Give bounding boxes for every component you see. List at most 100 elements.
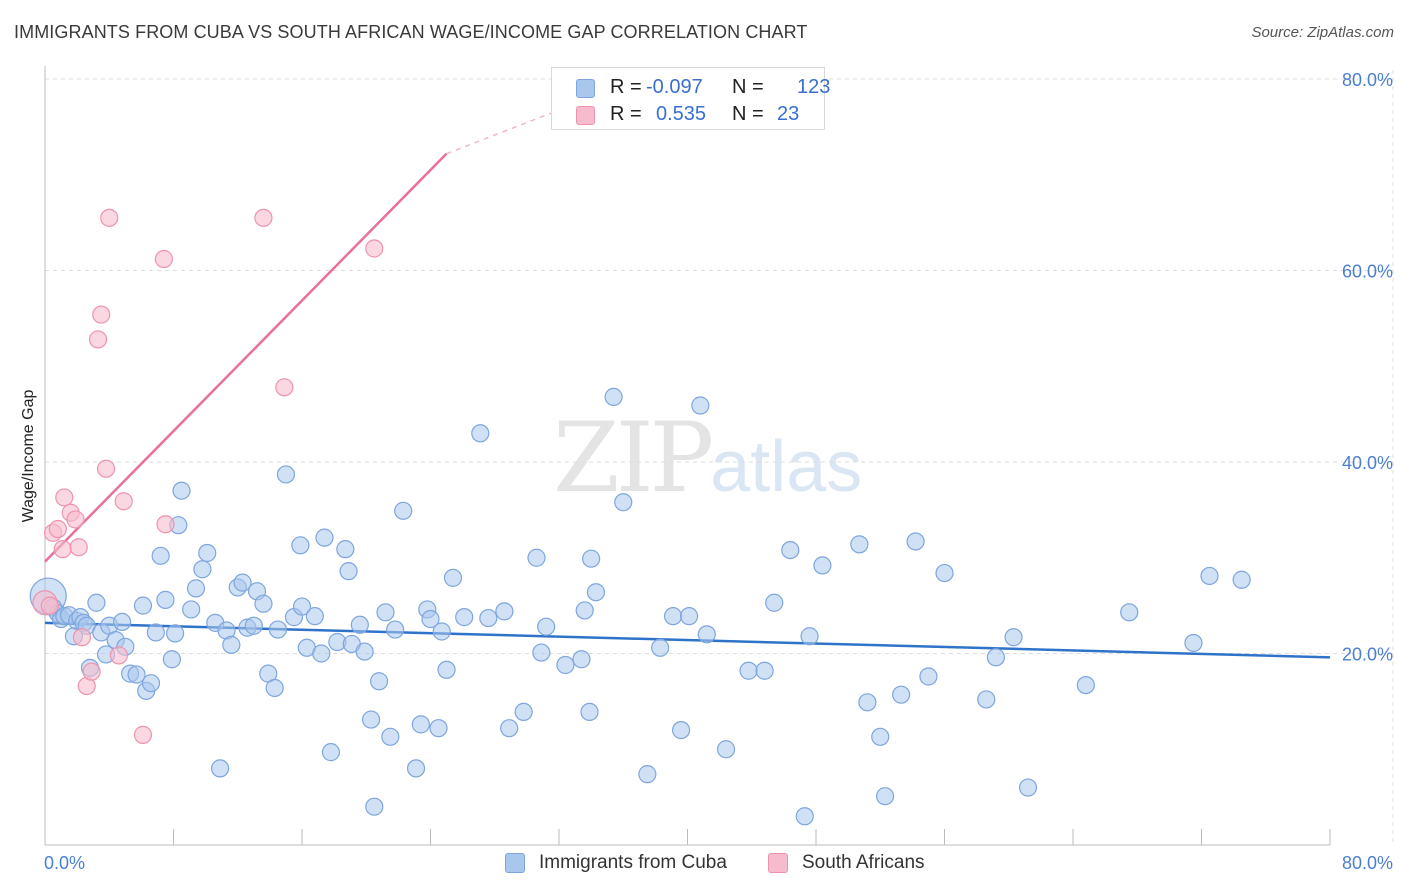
cuba-point bbox=[133, 596, 153, 615]
cuba-point bbox=[977, 690, 996, 709]
cuba-point bbox=[193, 560, 212, 579]
sa-point bbox=[365, 239, 384, 258]
cuba-point bbox=[198, 543, 217, 563]
cuba-point bbox=[254, 594, 273, 613]
cuba-point bbox=[432, 622, 451, 641]
cuba-points bbox=[29, 387, 1251, 826]
n-label: N = bbox=[732, 76, 764, 98]
sa-point bbox=[88, 330, 108, 349]
cuba-point bbox=[638, 765, 657, 784]
cuba-point bbox=[479, 608, 498, 628]
cuba-point bbox=[361, 710, 381, 729]
sa-point bbox=[275, 378, 294, 397]
cuba-point bbox=[336, 540, 355, 559]
cuba-point bbox=[663, 607, 683, 626]
cuba-point bbox=[739, 661, 758, 680]
cuba-point bbox=[350, 615, 369, 634]
cuba-point bbox=[355, 642, 374, 661]
cuba-point bbox=[532, 643, 551, 662]
sa-point bbox=[96, 459, 116, 478]
r-label: R = bbox=[610, 76, 642, 98]
cuba-point bbox=[813, 556, 832, 575]
cuba-point bbox=[582, 549, 601, 568]
cuba-point bbox=[265, 678, 284, 698]
sa-point bbox=[100, 208, 119, 227]
sa-legend-label: South Africans bbox=[802, 852, 925, 873]
cuba-legend-label: Immigrants from Cuba bbox=[539, 852, 727, 873]
cuba-point bbox=[514, 702, 533, 722]
cuba-point bbox=[795, 807, 814, 826]
cuba-point bbox=[112, 612, 132, 632]
cuba-point bbox=[765, 593, 784, 612]
n-label: N = bbox=[732, 103, 764, 125]
n-value: 23 bbox=[777, 103, 800, 125]
sa-point bbox=[66, 510, 85, 529]
tick-labels: 20.0% 40.0% 60.0% 80.0% 0.0% 80.0% bbox=[44, 70, 1393, 873]
cuba-point bbox=[871, 727, 890, 746]
cuba-point bbox=[1076, 675, 1095, 695]
cuba-point bbox=[586, 583, 606, 602]
cuba-point bbox=[495, 602, 514, 621]
cuba-point bbox=[875, 787, 895, 806]
cuba-point bbox=[1120, 603, 1139, 622]
cuba-point bbox=[575, 601, 594, 620]
cuba-point bbox=[986, 648, 1006, 667]
cuba-point bbox=[421, 609, 440, 629]
cuba-point bbox=[156, 590, 175, 609]
r-value: 0.535 bbox=[656, 103, 707, 125]
sa-trend-line bbox=[44, 152, 448, 563]
sa-point bbox=[82, 662, 101, 681]
cuba-point bbox=[210, 759, 230, 778]
cuba-point bbox=[455, 608, 474, 627]
cuba-point bbox=[572, 650, 591, 669]
sa-point bbox=[109, 646, 128, 665]
cuba-point bbox=[411, 715, 430, 734]
cuba-point bbox=[680, 607, 699, 626]
cuba-point bbox=[166, 624, 185, 643]
cuba-point bbox=[365, 797, 384, 816]
cuba-point bbox=[127, 665, 146, 684]
cuba-point bbox=[800, 627, 819, 646]
cuba-point bbox=[321, 743, 341, 762]
sa-point bbox=[133, 725, 153, 744]
cuba-point bbox=[381, 727, 400, 746]
cuba-point bbox=[429, 719, 448, 738]
cuba-point bbox=[182, 600, 201, 619]
cuba-point bbox=[312, 644, 331, 663]
cuba-point bbox=[443, 568, 463, 587]
south-african-points bbox=[32, 208, 384, 744]
cuba-point bbox=[276, 465, 296, 484]
r-label: R = bbox=[610, 103, 642, 125]
cuba-point bbox=[906, 532, 925, 551]
sa-swatch bbox=[576, 106, 595, 125]
cuba-point bbox=[376, 603, 395, 622]
y-tick-label: 80.0% bbox=[1342, 70, 1393, 90]
y-tick-label: 60.0% bbox=[1342, 262, 1393, 282]
cuba-point bbox=[162, 650, 181, 669]
cuba-point bbox=[315, 528, 334, 547]
cuba-point bbox=[291, 536, 310, 555]
cuba-point bbox=[146, 623, 165, 642]
cuba-point bbox=[1232, 570, 1251, 589]
cuba-point bbox=[244, 616, 263, 635]
cuba-point bbox=[406, 759, 426, 778]
cuba-point bbox=[716, 740, 736, 759]
cuba-legend-swatch bbox=[505, 853, 525, 873]
r-value: -0.097 bbox=[646, 76, 703, 98]
cuba-point bbox=[651, 638, 670, 657]
cuba-point bbox=[858, 693, 877, 712]
cuba-point bbox=[500, 719, 519, 738]
cuba-point bbox=[437, 660, 456, 679]
cuba-point bbox=[850, 535, 869, 554]
cuba-point bbox=[87, 593, 106, 612]
cuba-point bbox=[151, 546, 170, 565]
cuba-point bbox=[697, 625, 716, 644]
grid bbox=[45, 70, 1394, 845]
cuba-point bbox=[339, 562, 358, 581]
sa-point bbox=[114, 492, 133, 511]
sa-point bbox=[92, 305, 111, 324]
cuba-point bbox=[691, 396, 710, 415]
cuba-point bbox=[305, 607, 324, 626]
cuba-point bbox=[1018, 778, 1038, 797]
cuba-point bbox=[370, 672, 389, 691]
